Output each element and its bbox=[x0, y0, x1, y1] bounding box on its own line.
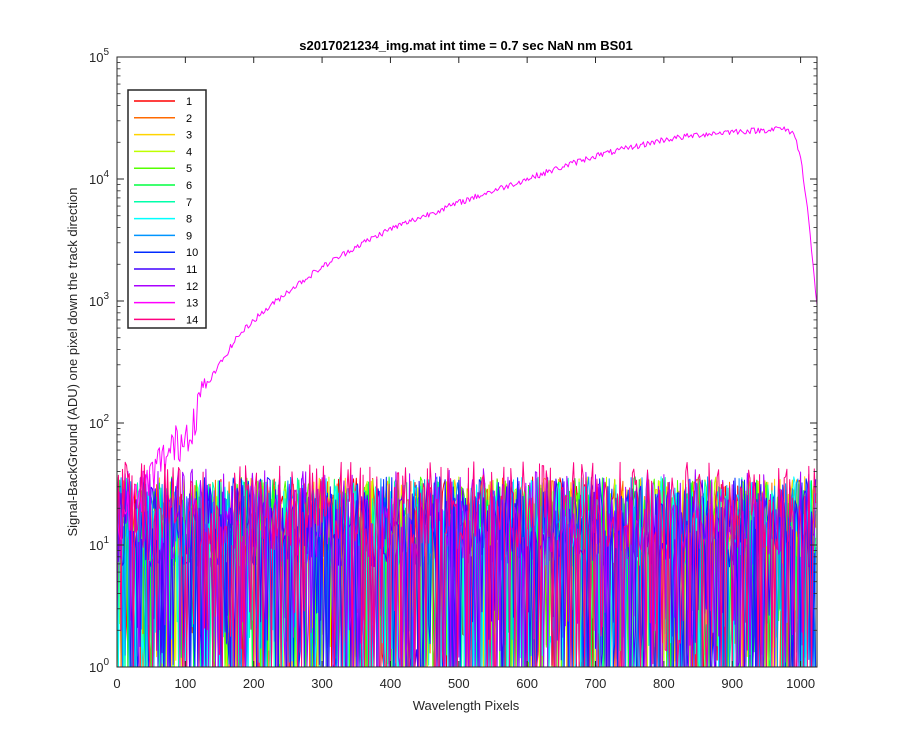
legend-label-12: 12 bbox=[186, 281, 198, 293]
x-tick-label: 700 bbox=[585, 676, 607, 691]
series-line-14 bbox=[117, 461, 817, 667]
x-tick-label: 500 bbox=[448, 676, 470, 691]
legend-label-5: 5 bbox=[186, 163, 192, 175]
legend-label-1: 1 bbox=[186, 96, 192, 108]
legend-label-10: 10 bbox=[186, 247, 198, 259]
series-layer bbox=[117, 126, 817, 667]
y-tick-label: 104 bbox=[89, 169, 109, 187]
axes-box bbox=[116, 56, 818, 668]
x-tick-label: 800 bbox=[653, 676, 675, 691]
y-tick-label: 102 bbox=[89, 413, 109, 431]
chart-title: s2017021234_img.mat int time = 0.7 sec N… bbox=[299, 38, 633, 53]
legend-label-4: 4 bbox=[186, 146, 192, 158]
legend-label-2: 2 bbox=[186, 113, 192, 125]
legend-box bbox=[127, 89, 207, 329]
x-tick-label: 0 bbox=[113, 676, 120, 691]
legend-label-13: 13 bbox=[186, 298, 198, 310]
series-line-13 bbox=[117, 126, 817, 541]
x-tick-label: 100 bbox=[175, 676, 197, 691]
x-tick-label: 600 bbox=[516, 676, 538, 691]
x-tick-label: 900 bbox=[721, 676, 743, 691]
legend-label-9: 9 bbox=[186, 230, 192, 242]
legend-label-7: 7 bbox=[186, 197, 192, 209]
plot-area: 0 100 200 300 400 500 600 700 800 900 1000 1001011… bbox=[89, 47, 818, 691]
x-axis-label: Wavelength Pixels bbox=[413, 698, 520, 713]
legend-label-6: 6 bbox=[186, 180, 192, 192]
x-tick-label: 300 bbox=[311, 676, 333, 691]
y-tick-label: 105 bbox=[89, 47, 109, 65]
legend-label-3: 3 bbox=[186, 130, 192, 142]
legend-label-14: 14 bbox=[186, 314, 198, 326]
legend-label-11: 11 bbox=[186, 264, 197, 276]
x-tick-label: 400 bbox=[380, 676, 402, 691]
y-axis-label: Signal-BackGround (ADU) one pixel down t… bbox=[65, 187, 80, 536]
y-tick-label: 100 bbox=[89, 657, 109, 675]
x-tick-label: 200 bbox=[243, 676, 265, 691]
x-tick-label: 1000 bbox=[786, 676, 815, 691]
y-tick-label: 101 bbox=[89, 535, 109, 553]
y-tick-label: 103 bbox=[89, 291, 109, 309]
legend-label-8: 8 bbox=[186, 214, 192, 226]
x-axis: 0 100 200 300 400 500 600 700 800 900 1000 bbox=[113, 57, 815, 691]
